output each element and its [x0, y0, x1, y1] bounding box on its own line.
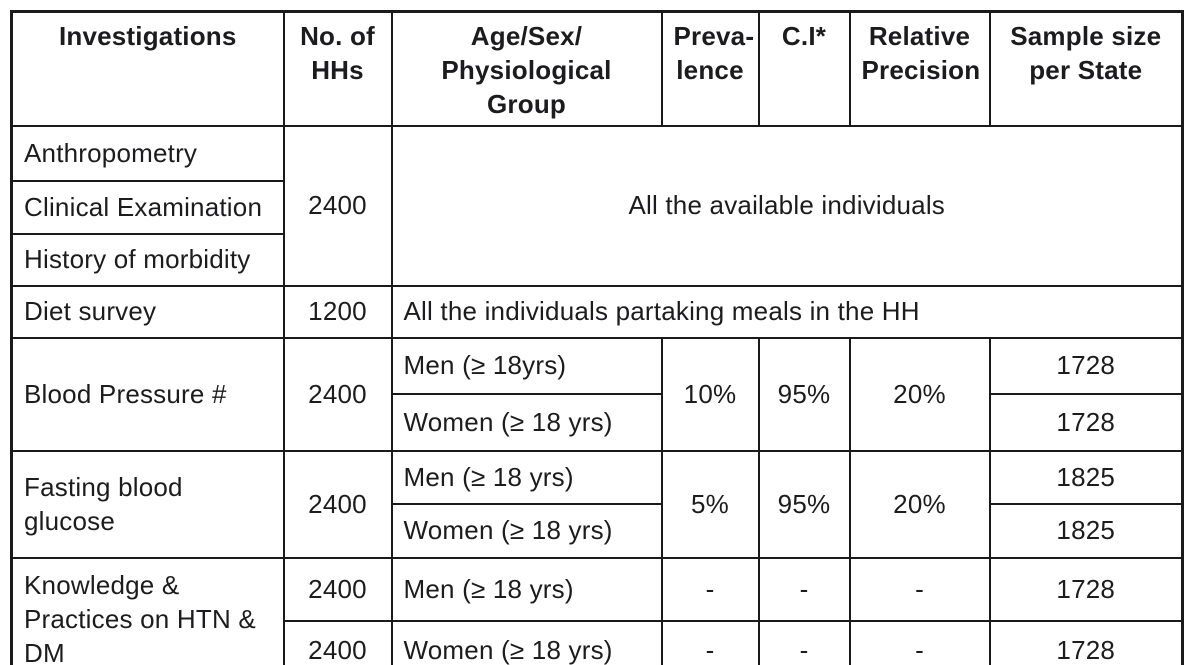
prevalence-cell: -: [660, 620, 760, 665]
sample-size-cell: 1728: [988, 393, 1184, 453]
ci-cell: 95%: [757, 337, 851, 453]
sample-size-cell: 1728: [988, 557, 1184, 623]
hh-count-cell: 1200: [282, 285, 393, 340]
col-header-relative-precision: Relative Precision: [848, 10, 991, 128]
group-cell: Men (≥ 18yrs): [390, 337, 663, 396]
investigation-name-cell: History of morbidity: [10, 233, 285, 288]
table-row: Blood Pressure #2400 Men (≥ 18yrs) 10% 95% 2…: [10, 337, 1184, 453]
prevalence-cell: 5%: [660, 450, 760, 560]
table-row: History of morbidity: [10, 233, 1183, 288]
hh-count-cell: 2400: [282, 125, 393, 288]
precision-cell: -: [848, 620, 991, 665]
prevalence-cell: -: [660, 557, 760, 623]
sample-size-cell: 1728: [988, 620, 1184, 665]
ci-cell: -: [757, 620, 851, 665]
table-row: Diet survey 1200 All the individuals parta…: [10, 285, 1184, 340]
header-row: Investigations No. of HHs Age/Sex/ Physiol…: [10, 10, 1184, 128]
sampling-plan-table: Investigations No. of HHs Age/Sex/ Physiol…: [10, 10, 1184, 665]
table-body: Investigations No. of HHs Age/Sex/ Physiol…: [10, 10, 1184, 665]
hh-count-cell: 2400: [282, 620, 393, 665]
investigation-name-cell: Knowledge & Practices on HTN & DM: [10, 557, 285, 665]
group-cell: Women (≥ 18 yrs): [390, 393, 663, 453]
investigation-name-cell: Clinical Examination: [10, 180, 285, 236]
group-cell: Women (≥ 18 yrs): [390, 620, 663, 665]
sample-size-cell: 1825: [988, 450, 1184, 506]
precision-cell: 20%: [848, 450, 991, 560]
col-header-prevalence: Preva- lence: [660, 10, 760, 128]
group-cell: Women (≥ 18 yrs): [390, 503, 663, 560]
table-row: Fasting blood glucose 2400 Men (≥ 18 yrs) 5…: [10, 450, 1184, 560]
col-header-age-sex-physiological-group: Age/Sex/ Physiological Group: [390, 10, 663, 128]
group-cell: Men (≥ 18 yrs): [390, 557, 663, 623]
prevalence-cell: 10%: [660, 337, 760, 453]
table-row: Women (≥ 18 yrs) 1825: [12, 503, 1184, 560]
table-row: Women (≥ 18 yrs) 1728: [12, 393, 1184, 453]
col-header-ci: C.I*: [757, 10, 851, 128]
col-header-no-of-hhs: No. of HHs: [282, 10, 393, 128]
table-row: Knowledge & Practices on HTN & DM 2400 Men…: [10, 557, 1184, 665]
merged-note-cell: All the available individuals: [390, 125, 1184, 288]
investigation-name-cell: Fasting blood glucose: [10, 450, 285, 560]
col-header-sample-size-per-state: Sample size per State: [988, 10, 1184, 128]
investigation-name-cell: Blood Pressure #: [10, 337, 285, 453]
merged-note-cell: All the individuals partaking meals in t…: [390, 285, 1184, 340]
hh-count-cell: 2400: [282, 337, 393, 453]
precision-cell: 20%: [848, 337, 991, 453]
table-row: Clinical Examination: [10, 180, 1183, 236]
sample-size-cell: 1728: [988, 337, 1184, 396]
col-header-investigations: Investigations: [10, 10, 285, 128]
investigation-name-cell: Anthropometry: [10, 125, 285, 183]
hh-count-cell: 2400: [282, 557, 393, 623]
investigation-name-cell: Diet survey: [10, 285, 285, 340]
table-row: 2400 Women (≥ 18 yrs) - - -1728: [12, 620, 1184, 665]
ci-cell: -: [757, 557, 851, 623]
precision-cell: -: [848, 557, 991, 623]
ci-cell: 95%: [757, 450, 851, 560]
sample-size-cell: 1825: [988, 503, 1184, 560]
table-row: Anthropometry 2400 All the available indiv…: [10, 125, 1184, 288]
hh-count-cell: 2400: [282, 450, 393, 560]
group-cell: Men (≥ 18 yrs): [390, 450, 663, 506]
